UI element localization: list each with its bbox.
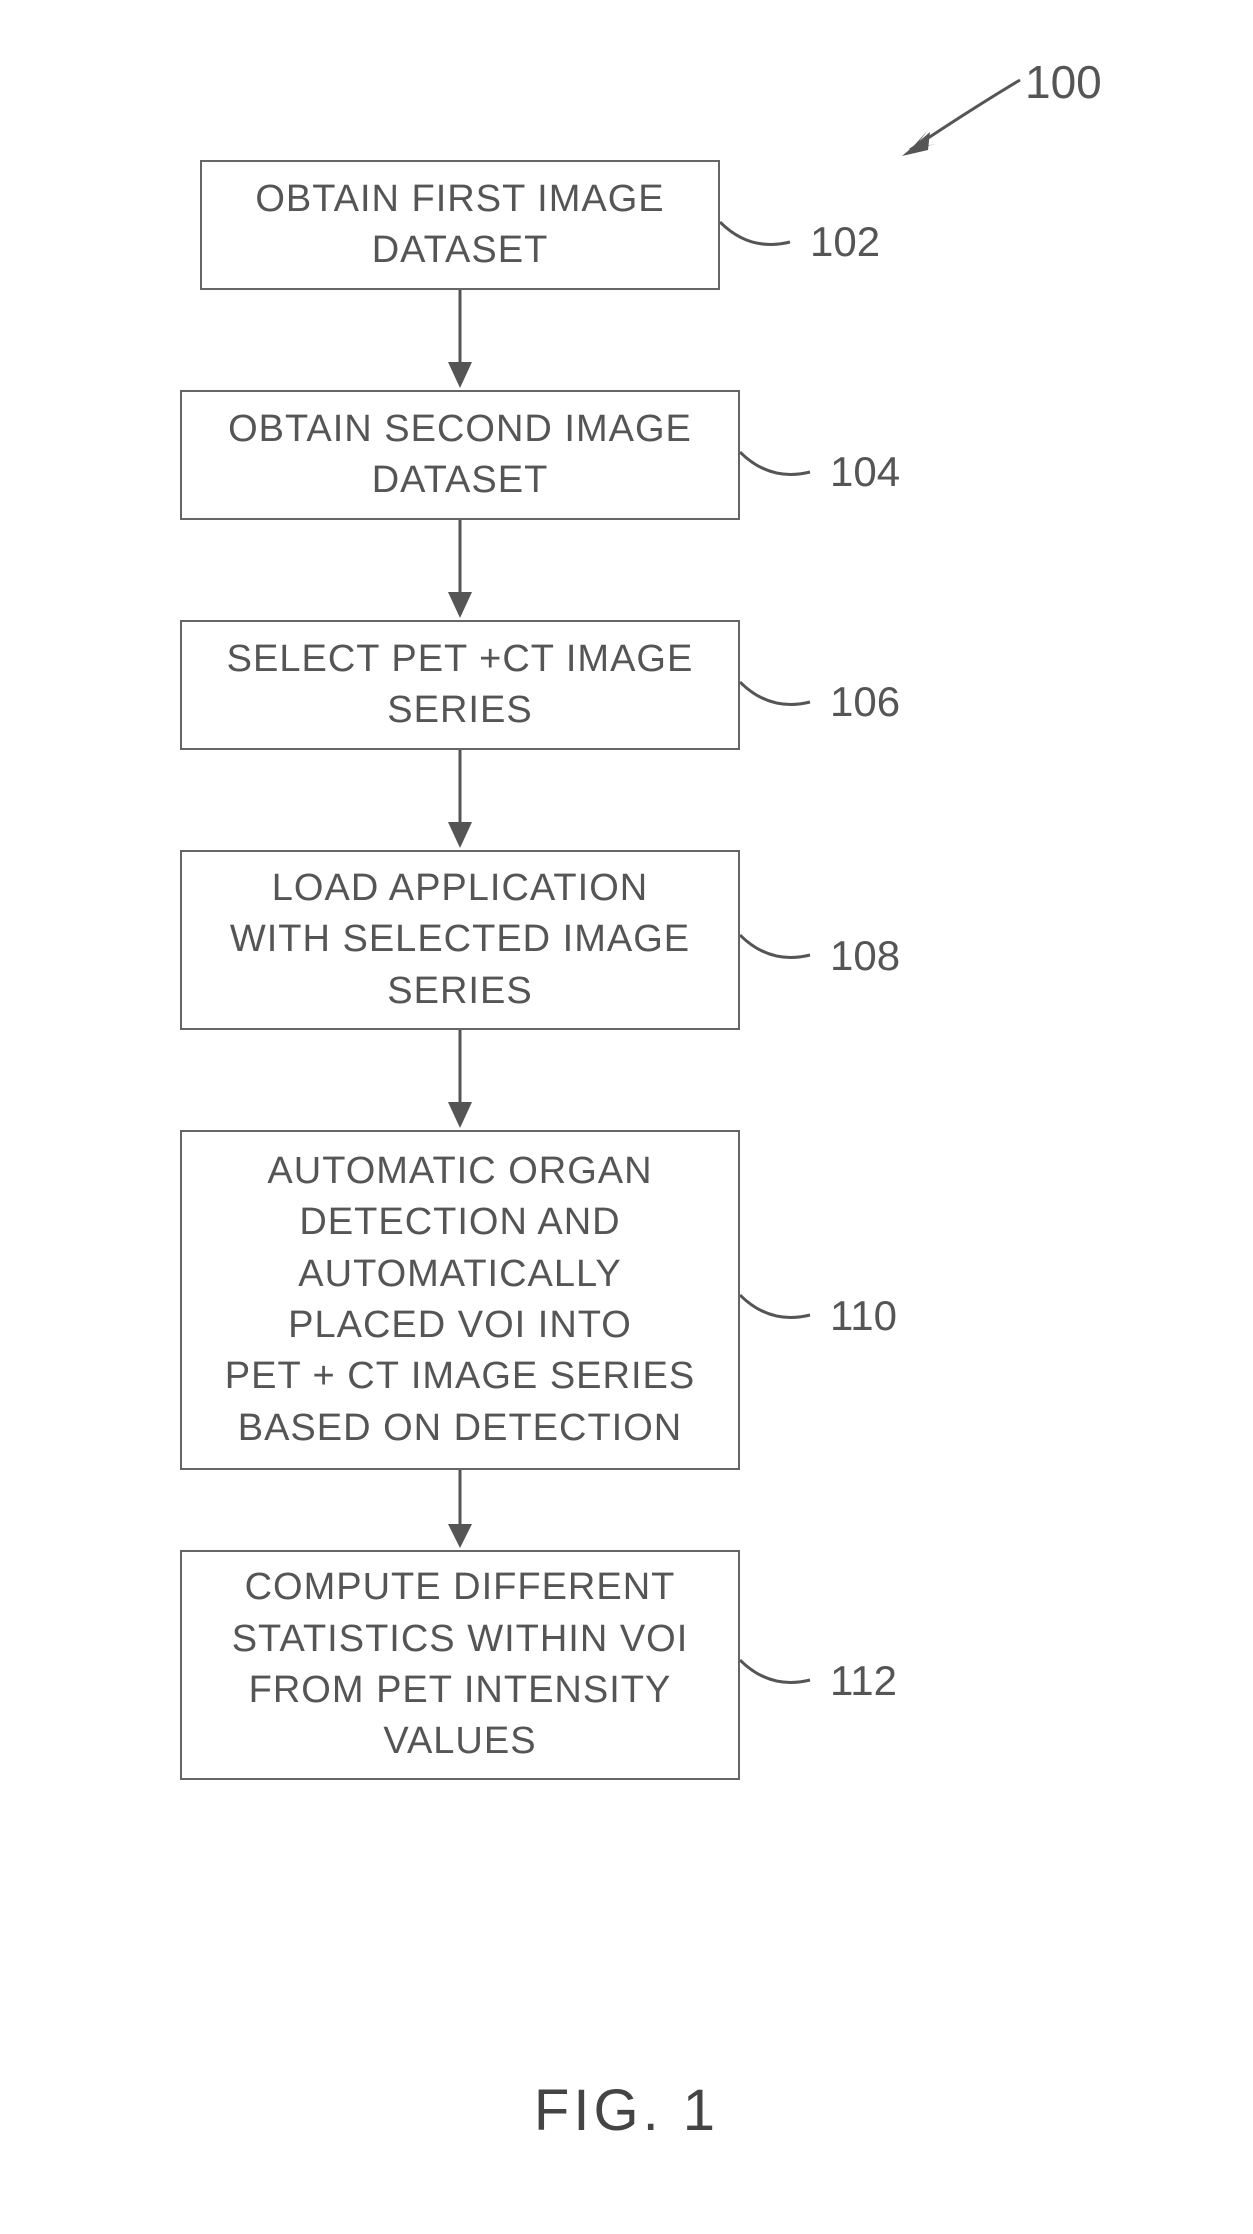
flow-box-5-label: 110 (830, 1292, 897, 1340)
arrow-4 (180, 1030, 740, 1130)
diagram-header-label: 100 (1025, 55, 1102, 109)
connector-curve-1 (720, 212, 810, 262)
arrow-3 (180, 750, 740, 850)
connector-curve-4 (740, 925, 830, 975)
flow-box-2-label: 104 (830, 448, 900, 496)
flow-box-4-label: 108 (830, 932, 900, 980)
flow-box-6-text: COMPUTE DIFFERENT STATISTICS WITHIN VOI … (232, 1562, 689, 1767)
flow-box-3-text: SELECT PET +CT IMAGE SERIES (227, 634, 694, 737)
flow-box-1: OBTAIN FIRST IMAGE DATASET (200, 160, 720, 290)
arrow-2 (180, 520, 740, 620)
flow-box-4-text: LOAD APPLICATION WITH SELECTED IMAGE SER… (230, 863, 690, 1017)
flow-box-3: SELECT PET +CT IMAGE SERIES (180, 620, 740, 750)
connector-curve-5 (740, 1285, 830, 1335)
figure-caption: FIG. 1 (0, 2077, 1253, 2144)
flow-box-6: COMPUTE DIFFERENT STATISTICS WITHIN VOI … (180, 1550, 740, 1780)
connector-curve-3 (740, 672, 830, 722)
flow-box-6-label: 112 (830, 1657, 897, 1705)
flow-box-1-text: OBTAIN FIRST IMAGE DATASET (255, 174, 664, 277)
arrow-5 (180, 1470, 740, 1550)
flowchart-container: OBTAIN FIRST IMAGE DATASET 102 OBTAIN SE… (140, 160, 1040, 1780)
arrow-1 (180, 290, 740, 390)
flow-box-5-text: AUTOMATIC ORGAN DETECTION AND AUTOMATICA… (225, 1146, 695, 1454)
flow-box-2: OBTAIN SECOND IMAGE DATASET (180, 390, 740, 520)
connector-curve-2 (740, 442, 830, 492)
flow-box-3-label: 106 (830, 678, 900, 726)
flow-box-2-text: OBTAIN SECOND IMAGE DATASET (228, 404, 692, 507)
flow-box-4: LOAD APPLICATION WITH SELECTED IMAGE SER… (180, 850, 740, 1030)
flow-box-5: AUTOMATIC ORGAN DETECTION AND AUTOMATICA… (180, 1130, 740, 1470)
flow-box-1-label: 102 (810, 218, 880, 266)
connector-curve-6 (740, 1650, 830, 1700)
